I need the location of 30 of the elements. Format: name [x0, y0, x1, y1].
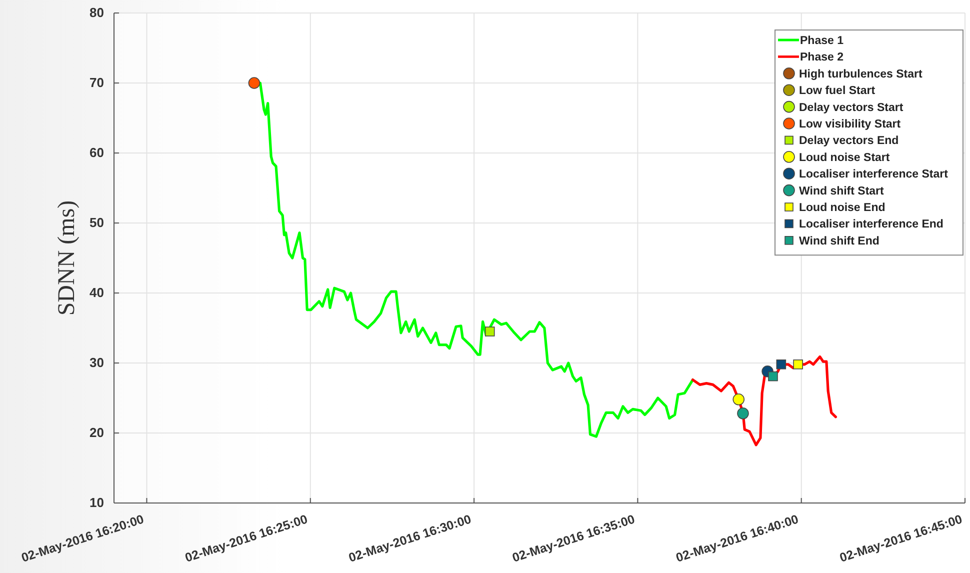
legend-label: Localiser interference Start	[799, 168, 948, 181]
legend-label: Phase 1	[800, 35, 844, 47]
legend-label: Delay vectors End	[799, 135, 899, 148]
legend-label: High turbulences Start	[799, 68, 922, 80]
legend-label: Low fuel Start	[799, 85, 876, 98]
legend-label: Delay vectors Start	[799, 102, 904, 114]
point	[484, 326, 495, 336]
y-tick-label: 70	[90, 75, 104, 90]
point	[768, 371, 778, 382]
y-tick-label: 60	[90, 145, 104, 160]
legend-label: Localiser interference End	[799, 218, 944, 231]
legend-label: Low visibility Start	[799, 118, 901, 130]
y-tick-label: 10	[90, 495, 104, 510]
point	[737, 408, 749, 420]
point	[793, 360, 803, 370]
line-series	[691, 355, 838, 446]
y-tick-label: 20	[90, 425, 104, 440]
y-tick-label: 40	[90, 285, 104, 300]
y-tick-label: 80	[90, 5, 104, 20]
point	[248, 77, 260, 89]
y-axis-title: SDNN (ms)	[54, 200, 80, 316]
point	[776, 360, 786, 370]
legend-label: Loud noise End	[799, 202, 886, 214]
y-tick-label: 30	[90, 355, 104, 370]
legend-label: Wind shift End	[799, 235, 880, 248]
legend-label: Phase 2	[800, 52, 844, 64]
legend-label: Wind shift Start	[799, 185, 884, 198]
legend-label: Loud noise Start	[799, 152, 890, 164]
y-tick-label: 50	[90, 215, 104, 230]
point	[732, 394, 745, 406]
